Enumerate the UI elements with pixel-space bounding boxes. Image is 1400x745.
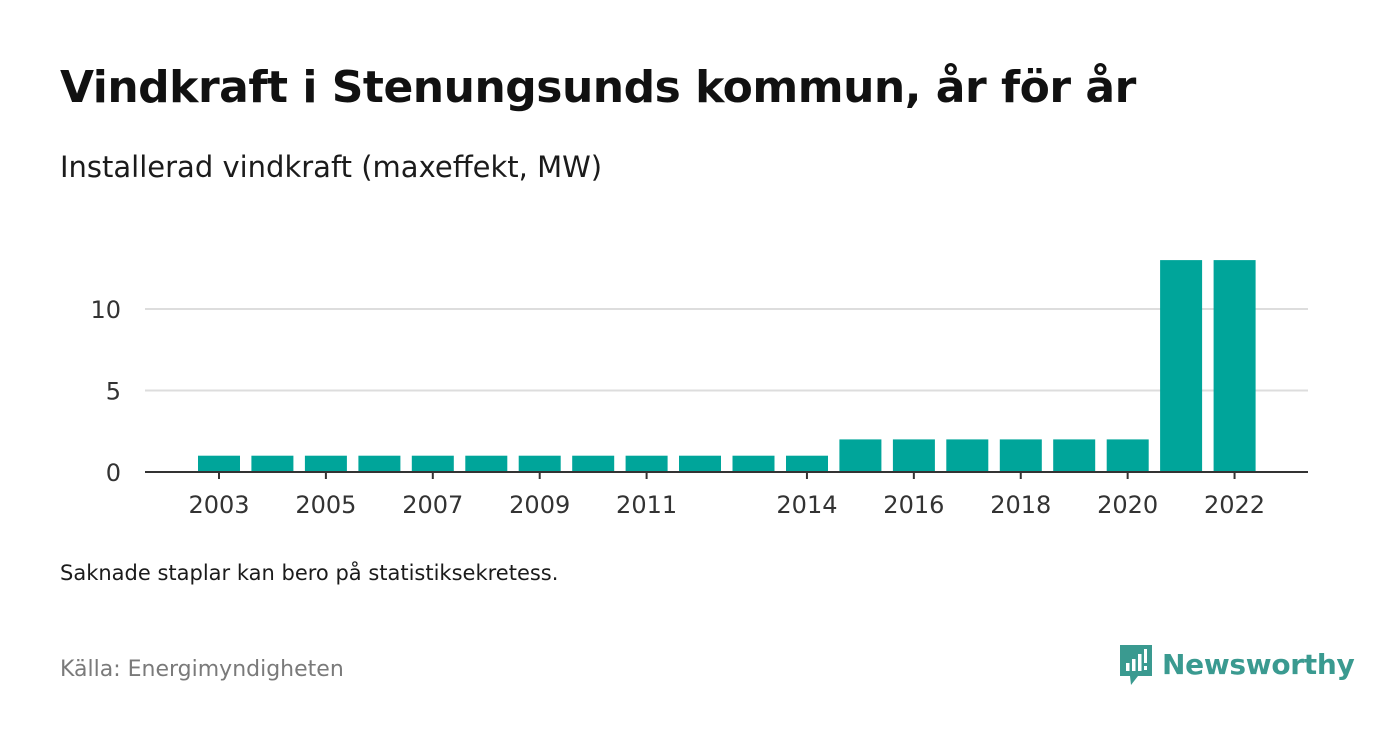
bar-2020: [1106, 439, 1149, 472]
footnote: Saknade staplar kan bero på statistiksek…: [60, 561, 559, 585]
brand-name: Newsworthy: [1162, 647, 1355, 681]
x-tick-label: 2005: [295, 491, 356, 519]
bar-2010: [572, 455, 615, 472]
bar-2006: [358, 455, 401, 472]
x-tick-label: 2016: [883, 491, 944, 519]
bar-2022: [1213, 260, 1256, 472]
grid-lines: [145, 308, 1308, 392]
x-tick-label: 2009: [509, 491, 570, 519]
axes: 0 5 10 2003 2005 2007 2009 2011 2014 2016 2018 2020…: [90, 296, 1308, 519]
bar-2012: [679, 455, 721, 472]
bar-2014: [786, 455, 828, 472]
bar-2021: [1160, 260, 1203, 472]
bar-2004: [251, 455, 294, 472]
newsworthy-logo-icon: [1120, 645, 1152, 685]
source-label: Källa: Energimyndigheten: [60, 657, 344, 682]
y-tick-label: 5: [106, 378, 121, 406]
bar-chart: 0 5 10 2003 2005 2007 2009 2011 2014 2016 2018 2020…: [90, 260, 1308, 519]
bar-2008: [465, 455, 508, 472]
chart-subtitle: Installerad vindkraft (maxeffekt, MW): [60, 150, 603, 184]
bar-2011: [625, 455, 668, 472]
bar-2016: [892, 439, 935, 472]
x-tick-label: 2018: [990, 491, 1051, 519]
bar-2005: [304, 455, 347, 472]
bar-2003: [198, 455, 240, 472]
bar-2017: [946, 439, 989, 472]
y-tick-label: 10: [90, 296, 121, 324]
bar-2009: [518, 455, 561, 472]
brand-logo: Newsworthy: [1118, 640, 1355, 688]
bar-2018: [999, 439, 1042, 472]
x-tick-label: 2003: [188, 491, 249, 519]
y-tick-label: 0: [106, 459, 121, 487]
bar-2015: [839, 439, 882, 472]
bar-2013: [732, 455, 775, 472]
x-tick-label: 2020: [1097, 491, 1158, 519]
x-tick-label: 2014: [776, 491, 837, 519]
x-tick-label: 2022: [1204, 491, 1265, 519]
bar-2019: [1053, 439, 1096, 472]
x-tick-label: 2011: [616, 491, 677, 519]
bars: [198, 260, 1256, 472]
bar-2007: [411, 455, 454, 472]
x-tick-label: 2007: [402, 491, 463, 519]
chart-title: Vindkraft i Stenungsunds kommun, år för …: [60, 62, 1136, 113]
